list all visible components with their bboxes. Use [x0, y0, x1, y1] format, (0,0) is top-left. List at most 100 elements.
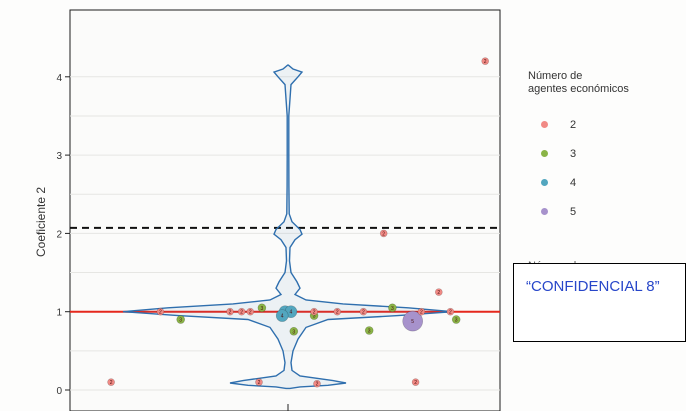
data-point: 2	[411, 378, 420, 386]
data-point-marker	[411, 378, 420, 386]
legend-item: 3	[528, 139, 686, 168]
data-point: 2	[379, 229, 388, 238]
data-point-label: 5	[411, 319, 414, 325]
data-point: 2	[446, 307, 455, 316]
data-point: 3	[257, 303, 267, 313]
y-tick-label: 3	[56, 151, 62, 162]
data-point-marker	[481, 57, 490, 65]
data-point-marker	[417, 307, 426, 316]
data-point-marker	[333, 307, 342, 316]
data-point: 5	[402, 310, 424, 332]
y-axis: 0 1 2 3 4	[56, 73, 70, 397]
violin-shape	[122, 64, 454, 390]
data-point-label: 2	[110, 380, 113, 386]
data-point-label: 3	[313, 314, 316, 320]
data-point-marker	[176, 315, 185, 324]
data-points: 222223234443322323522322222	[107, 57, 490, 388]
data-point-marker	[388, 303, 397, 313]
legend-items: 2 3 4 5	[528, 110, 686, 226]
data-point: 3	[176, 315, 185, 324]
data-point-label: 2	[316, 382, 319, 388]
legend-swatch	[541, 208, 548, 215]
legend-label: 4	[570, 176, 577, 189]
data-point-marker	[289, 326, 299, 336]
data-point-label: 2	[229, 310, 232, 316]
y-tick-label: 2	[56, 229, 62, 240]
legend-title: Número de agentes económicos	[528, 70, 629, 95]
legend-label: 5	[570, 205, 577, 218]
data-point-marker	[434, 288, 443, 296]
data-point-marker	[364, 326, 374, 335]
data-point-label: 3	[455, 318, 458, 324]
data-point-label: 2	[336, 310, 339, 316]
data-point-label: 3	[261, 306, 264, 312]
data-point: 3	[364, 326, 374, 335]
data-point-marker	[246, 307, 255, 316]
legend-item: 4	[528, 168, 686, 197]
confidential-text: “CONFIDENCIAL 8”	[526, 278, 660, 295]
legend: Número de agentes económicos 2 3 4 5	[528, 70, 686, 226]
data-point-marker	[237, 307, 246, 316]
data-point-marker	[255, 378, 263, 386]
legend-item: 5	[528, 197, 686, 226]
data-point-marker	[379, 229, 388, 238]
data-point-label: 3	[292, 329, 295, 335]
legend-swatch	[541, 179, 548, 186]
data-point-label: 4	[290, 310, 293, 316]
data-point: 2	[417, 307, 426, 316]
data-point-label: 2	[159, 310, 162, 316]
y-tick-label: 4	[56, 73, 62, 84]
y-tick-label: 0	[56, 386, 62, 397]
data-point-label: 2	[420, 310, 423, 316]
data-point-marker	[107, 378, 115, 386]
data-point: 2	[434, 288, 443, 296]
data-point: 2	[310, 307, 318, 316]
data-point-marker	[275, 309, 289, 322]
data-point: 2	[107, 378, 115, 386]
data-point: 2	[481, 57, 490, 65]
data-point-marker	[313, 379, 321, 388]
data-point: 2	[359, 307, 368, 316]
data-point-label: 2	[437, 290, 440, 296]
data-point: 2	[255, 378, 263, 386]
y-axis-label: Coeficiente 2	[34, 187, 48, 257]
data-point-marker	[359, 307, 368, 316]
data-point: 2	[246, 307, 255, 316]
data-point-label: 2	[258, 380, 261, 386]
data-point: 3	[451, 315, 461, 324]
data-point: 2	[226, 307, 234, 316]
data-point-label: 3	[179, 318, 182, 324]
legend-swatch	[541, 150, 548, 157]
data-point-label: 2	[484, 59, 487, 65]
data-point-label: 2	[449, 310, 452, 316]
data-point-label: 2	[414, 380, 417, 386]
legend-swatch	[541, 121, 548, 128]
data-point-label: 2	[362, 310, 365, 316]
data-point-label: 4	[281, 314, 284, 320]
data-point-marker	[451, 315, 461, 324]
data-point-marker	[226, 307, 234, 316]
confidential-overlay: “CONFIDENCIAL 8”	[513, 263, 686, 342]
data-point-label: 3	[391, 306, 394, 312]
data-point-label: 3	[368, 328, 371, 334]
data-point-marker	[257, 303, 267, 313]
data-point-marker	[446, 307, 455, 316]
legend-label: 3	[570, 147, 577, 160]
data-point-marker	[310, 307, 318, 316]
grid	[70, 76, 500, 391]
data-point-label: 2	[313, 310, 316, 316]
data-point-marker	[156, 307, 165, 316]
data-point: 2	[333, 307, 342, 316]
data-point: 2	[237, 307, 246, 316]
y-tick-label: 1	[56, 308, 62, 319]
data-point-label: 2	[382, 231, 385, 237]
data-point: 2	[313, 379, 321, 388]
data-point: 3	[388, 303, 397, 313]
legend-label: 2	[570, 118, 577, 131]
data-point-marker	[402, 310, 424, 332]
data-point: 3	[289, 326, 299, 336]
data-point: 2	[156, 307, 165, 316]
data-point: 4	[275, 309, 289, 322]
data-point-label: 2	[240, 310, 243, 316]
